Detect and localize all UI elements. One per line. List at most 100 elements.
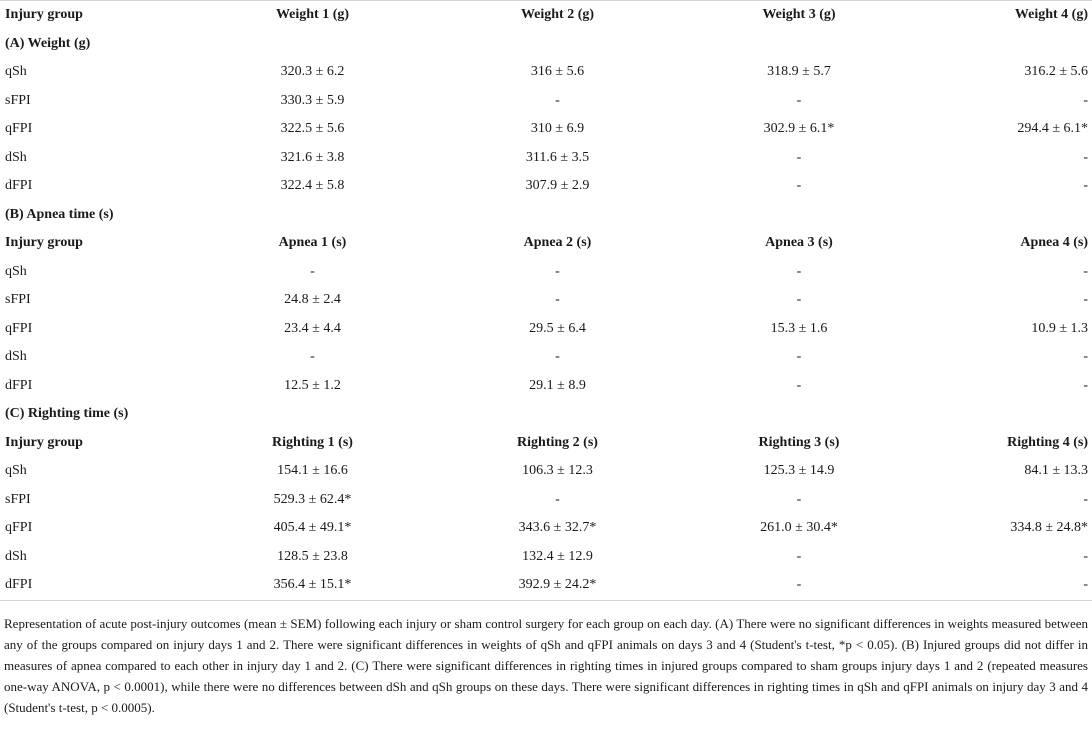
- value-cell: -: [1083, 92, 1088, 108]
- value-cell: 29.1 ± 8.9: [529, 377, 586, 393]
- table-row: qSh 154.1 ± 16.6 106.3 ± 12.3 125.3 ± 14.9 8…: [0, 457, 1092, 486]
- value-cell: 261.0 ± 30.4*: [760, 520, 838, 536]
- value-cell: 106.3 ± 12.3: [522, 463, 593, 479]
- value-cell: 154.1 ± 16.6: [277, 463, 348, 479]
- table-header-row: Injury group Weight 1 (g) Weight 2 (g) W…: [0, 0, 1092, 30]
- value-cell: -: [1083, 349, 1088, 365]
- table-row: sFPI 24.8 ± 2.4 - - -: [0, 286, 1092, 315]
- header-cell: Injury group: [5, 7, 83, 23]
- value-cell: 405.4 ± 49.1*: [273, 520, 352, 536]
- value-cell: -: [310, 263, 315, 279]
- value-cell: 128.5 ± 23.8: [277, 548, 348, 564]
- table-row: dSh 128.5 ± 23.8 132.4 ± 12.9 - -: [0, 543, 1092, 572]
- group-cell: dSh: [5, 149, 27, 165]
- group-cell: qFPI: [5, 320, 33, 336]
- header-cell: Apnea 3 (s): [765, 235, 833, 251]
- section-header-row: Injury group Righting 1 (s) Righting 2 (s)…: [0, 429, 1092, 458]
- header-cell: Injury group: [5, 434, 83, 450]
- header-cell: Weight 1 (g): [275, 7, 350, 23]
- section-title-row: (A) Weight (g): [0, 30, 1092, 59]
- header-cell: Weight 4 (g): [1014, 7, 1088, 23]
- section-header-row: Injury group Apnea 1 (s) Apnea 2 (s) Apnea …: [0, 229, 1092, 258]
- table-row: dSh 321.6 ± 3.8 311.6 ± 3.5 - -: [0, 144, 1092, 173]
- table-row: sFPI 330.3 ± 5.9 - - -: [0, 87, 1092, 116]
- header-cell: Apnea 1 (s): [278, 235, 347, 251]
- value-cell: -: [796, 577, 802, 593]
- value-cell: -: [796, 491, 802, 507]
- section-title: (B) Apnea time (s): [5, 206, 114, 222]
- value-cell: -: [555, 292, 560, 308]
- value-cell: 316 ± 5.6: [530, 64, 585, 80]
- value-cell: -: [555, 349, 560, 365]
- table-row: qFPI 405.4 ± 49.1* 343.6 ± 32.7* 261.0 ± 30…: [0, 514, 1092, 543]
- group-cell: sFPI: [5, 292, 31, 308]
- value-cell: 318.9 ± 5.7: [767, 64, 831, 80]
- section-title-row: (B) Apnea time (s): [0, 201, 1092, 230]
- value-cell: -: [796, 178, 802, 194]
- value-cell: 307.9 ± 2.9: [525, 178, 590, 194]
- value-cell: 15.3 ± 1.6: [770, 320, 828, 336]
- header-cell: Weight 3 (g): [762, 7, 836, 23]
- group-cell: sFPI: [5, 92, 31, 108]
- value-cell: -: [555, 491, 560, 507]
- table-row: sFPI 529.3 ± 62.4* - - -: [0, 486, 1092, 515]
- value-cell: 322.5 ± 5.6: [280, 121, 345, 137]
- value-cell: 294.4 ± 6.1*: [1017, 121, 1088, 137]
- value-cell: 320.3 ± 6.2: [280, 64, 345, 80]
- group-cell: dSh: [5, 349, 27, 365]
- group-cell: dFPI: [5, 377, 33, 393]
- value-cell: 316.2 ± 5.6: [1024, 64, 1088, 80]
- table-row: qFPI 23.4 ± 4.4 29.5 ± 6.4 15.3 ± 1.6 10.9 ±…: [0, 315, 1092, 344]
- value-cell: 330.3 ± 5.9: [280, 92, 345, 108]
- header-cell: Apnea 2 (s): [523, 235, 592, 251]
- value-cell: -: [796, 292, 802, 308]
- value-cell: 10.9 ± 1.3: [1031, 320, 1088, 336]
- value-cell: 334.8 ± 24.8*: [1010, 520, 1088, 536]
- value-cell: 392.9 ± 24.2*: [518, 577, 597, 593]
- header-cell: Righting 4 (s): [1007, 434, 1088, 450]
- value-cell: 310 ± 6.9: [530, 121, 585, 137]
- value-cell: -: [1083, 577, 1088, 593]
- value-cell: -: [1083, 149, 1088, 165]
- group-cell: qSh: [5, 263, 27, 279]
- group-cell: dFPI: [5, 178, 33, 194]
- group-cell: dSh: [5, 548, 27, 564]
- section-title-row: (C) Righting time (s): [0, 400, 1092, 429]
- group-cell: qFPI: [5, 121, 33, 137]
- header-cell: Injury group: [5, 235, 83, 251]
- value-cell: -: [796, 92, 802, 108]
- value-cell: -: [1083, 292, 1088, 308]
- table-row: dFPI 356.4 ± 15.1* 392.9 ± 24.2* - -: [0, 571, 1092, 600]
- header-cell: Righting 2 (s): [517, 434, 598, 450]
- section-title: (A) Weight (g): [5, 35, 91, 51]
- value-cell: 311.6 ± 3.5: [525, 149, 590, 165]
- value-cell: 84.1 ± 13.3: [1024, 463, 1088, 479]
- table-row: qSh 320.3 ± 6.2 316 ± 5.6 318.9 ± 5.7 316.2 …: [0, 58, 1092, 87]
- value-cell: -: [1083, 178, 1088, 194]
- table-body: Injury group Weight 1 (g) Weight 2 (g) W…: [0, 0, 1092, 600]
- header-cell: Apnea 4 (s): [1020, 235, 1088, 251]
- table-document: Injury group Weight 1 (g) Weight 2 (g) W…: [0, 0, 1092, 715]
- group-cell: qFPI: [5, 520, 33, 536]
- value-cell: 356.4 ± 15.1*: [273, 577, 352, 593]
- value-cell: -: [1083, 491, 1088, 507]
- group-cell: qSh: [5, 463, 27, 479]
- value-cell: -: [796, 377, 802, 393]
- value-cell: -: [796, 263, 802, 279]
- table-row: qFPI 322.5 ± 5.6 310 ± 6.9 302.9 ± 6.1* 294.…: [0, 115, 1092, 144]
- value-cell: -: [555, 92, 560, 108]
- value-cell: -: [796, 548, 802, 564]
- value-cell: 132.4 ± 12.9: [522, 548, 593, 564]
- value-cell: 29.5 ± 6.4: [529, 320, 586, 336]
- value-cell: -: [1083, 263, 1088, 279]
- value-cell: 529.3 ± 62.4*: [273, 491, 352, 507]
- value-cell: -: [796, 349, 802, 365]
- header-cell: Weight 2 (g): [520, 7, 595, 23]
- value-cell: 24.8 ± 2.4: [284, 292, 341, 308]
- outcomes-table: Injury group Weight 1 (g) Weight 2 (g) W…: [0, 0, 1092, 600]
- value-cell: 12.5 ± 1.2: [284, 377, 341, 393]
- value-cell: -: [555, 263, 560, 279]
- section-title: (C) Righting time (s): [5, 406, 129, 422]
- value-cell: 302.9 ± 6.1*: [763, 121, 835, 137]
- value-cell: 321.6 ± 3.8: [280, 149, 345, 165]
